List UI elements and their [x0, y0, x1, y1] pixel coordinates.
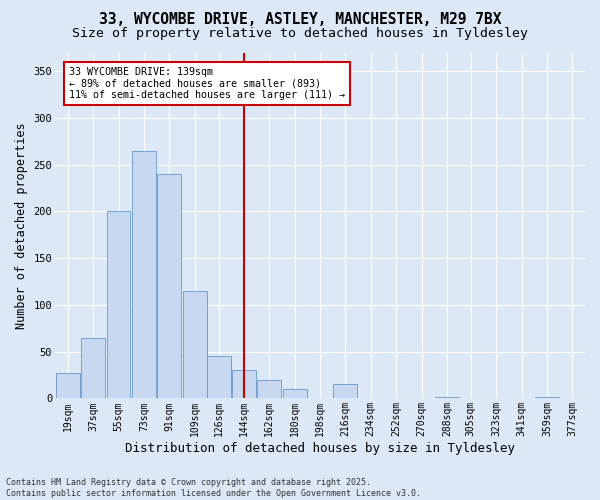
- Y-axis label: Number of detached properties: Number of detached properties: [15, 122, 28, 329]
- X-axis label: Distribution of detached houses by size in Tyldesley: Distribution of detached houses by size …: [125, 442, 515, 455]
- Bar: [334, 384, 358, 398]
- Bar: [157, 174, 181, 398]
- Bar: [107, 212, 130, 398]
- Bar: [132, 150, 156, 398]
- Text: Contains HM Land Registry data © Crown copyright and database right 2025.
Contai: Contains HM Land Registry data © Crown c…: [6, 478, 421, 498]
- Text: 33, WYCOMBE DRIVE, ASTLEY, MANCHESTER, M29 7BX: 33, WYCOMBE DRIVE, ASTLEY, MANCHESTER, M…: [99, 12, 501, 28]
- Bar: [81, 338, 105, 398]
- Bar: [257, 380, 281, 398]
- Bar: [232, 370, 256, 398]
- Bar: [182, 291, 206, 399]
- Text: Size of property relative to detached houses in Tyldesley: Size of property relative to detached ho…: [72, 28, 528, 40]
- Bar: [283, 389, 307, 398]
- Bar: [56, 373, 80, 398]
- Bar: [206, 356, 230, 399]
- Text: 33 WYCOMBE DRIVE: 139sqm
← 89% of detached houses are smaller (893)
11% of semi-: 33 WYCOMBE DRIVE: 139sqm ← 89% of detach…: [69, 66, 345, 100]
